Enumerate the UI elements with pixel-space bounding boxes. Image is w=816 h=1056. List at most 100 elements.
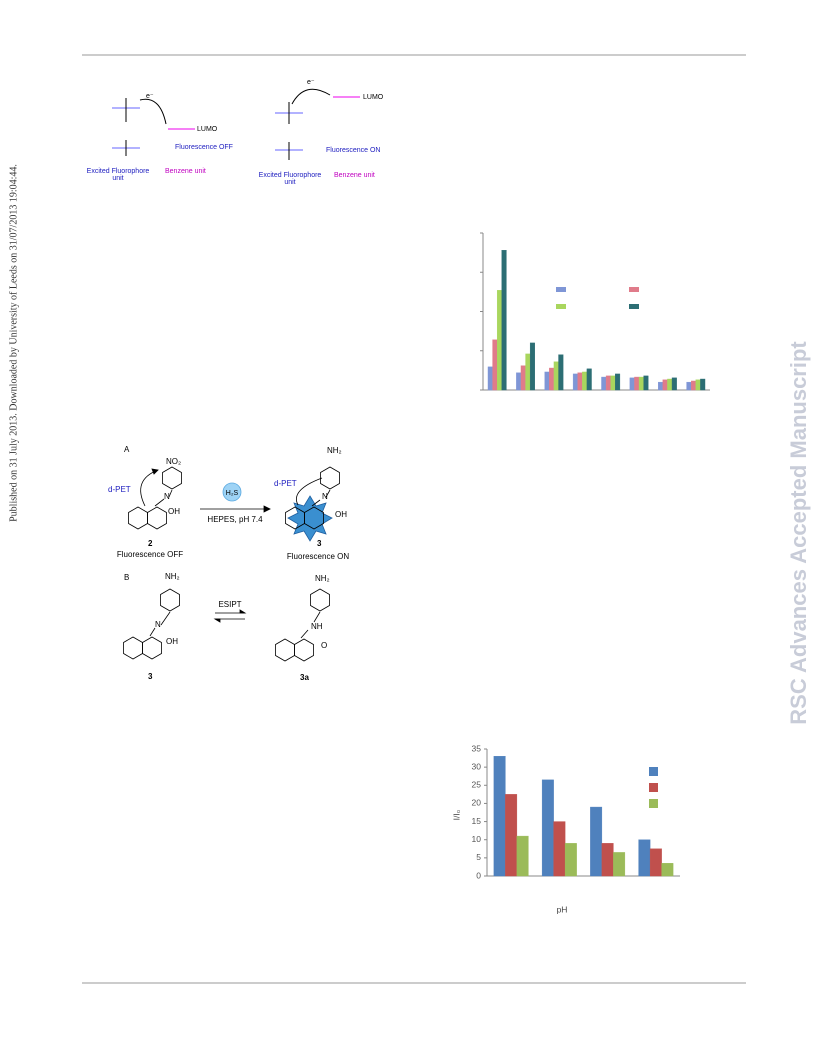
- legend-swatch: [556, 287, 566, 292]
- bar: [605, 375, 611, 391]
- ring: [320, 466, 340, 490]
- ring: [162, 466, 182, 490]
- ring: [128, 506, 148, 530]
- atom: N: [164, 492, 170, 501]
- bar: [553, 361, 559, 391]
- bar: [553, 821, 566, 877]
- group: OH: [168, 507, 180, 516]
- bar: [501, 250, 507, 391]
- fluorophore: unit: [112, 175, 123, 182]
- bar: [629, 377, 635, 391]
- bar: [572, 373, 578, 391]
- bar: [520, 365, 526, 391]
- legend-swatch: [629, 304, 639, 309]
- atom: O: [321, 641, 327, 650]
- scheme-labels: A NO₂ d-PET N OH 2 Fluorescence OFF H₂S …: [108, 445, 349, 682]
- atom: N: [322, 492, 328, 501]
- chart: 0 5 10 15 20 25 30 35 pH I/I₀: [451, 743, 680, 914]
- bar: [634, 376, 640, 391]
- bar: [649, 848, 662, 877]
- bar: [671, 377, 677, 391]
- bar: [700, 378, 706, 391]
- bar: [558, 354, 564, 391]
- state: Fluorescence ON: [287, 552, 349, 561]
- benzene: Benzene unit: [165, 168, 206, 175]
- bar: [638, 376, 644, 391]
- legend-swatch: [649, 783, 658, 792]
- y-tick-label: 35: [472, 743, 482, 753]
- panel-label: A: [124, 445, 130, 454]
- group: NH₂: [327, 446, 342, 455]
- compound-number: 3: [148, 672, 153, 681]
- group: NH: [311, 622, 323, 631]
- group: OH: [335, 510, 347, 519]
- electron: e⁻: [307, 79, 315, 86]
- bar: [505, 794, 518, 877]
- x-axis-label: pH: [557, 904, 568, 914]
- y-tick-label: 0: [476, 870, 481, 880]
- bar: [564, 843, 577, 877]
- bar: [549, 367, 555, 391]
- fluorophore: Excited Fluorophore: [259, 172, 322, 179]
- watermark: RSC Advances Accepted Manuscript: [786, 341, 811, 725]
- y-tick-label: 5: [476, 852, 481, 862]
- bar: [516, 835, 529, 877]
- y-tick-label: 15: [472, 816, 482, 826]
- bar: [643, 375, 649, 391]
- bar: [544, 371, 550, 391]
- state: Fluorescence ON: [326, 147, 380, 154]
- ring: [275, 638, 295, 662]
- panel-label: B: [124, 573, 129, 582]
- bar: [529, 342, 535, 391]
- ring: [160, 588, 180, 612]
- ring: [294, 638, 314, 662]
- chart: [480, 232, 710, 391]
- bar: [638, 839, 651, 877]
- lumo: LUMO: [197, 126, 218, 133]
- state: Fluorescence OFF: [117, 550, 183, 559]
- bar: [610, 375, 616, 391]
- state: Fluorescence OFF: [175, 144, 233, 151]
- fluorophore: Excited Fluorophore: [87, 168, 150, 175]
- process: ESIPT: [218, 600, 241, 609]
- bar: [686, 381, 692, 391]
- legend-swatch: [556, 304, 566, 309]
- bar: [493, 756, 506, 877]
- ring: [304, 506, 324, 530]
- bar: [541, 779, 554, 877]
- dpet: d-PET: [274, 479, 297, 488]
- bar: [658, 381, 664, 391]
- y-axis-label: I/I₀: [451, 809, 461, 820]
- bar: [487, 366, 493, 391]
- reagent: H₂S: [226, 490, 239, 497]
- bar: [615, 373, 621, 391]
- bar: [516, 372, 522, 391]
- bar: [590, 806, 603, 877]
- y-tick-label: 10: [472, 834, 482, 844]
- group: NH₂: [165, 572, 180, 581]
- atom: N: [155, 620, 161, 629]
- bar: [695, 379, 701, 391]
- group: NO₂: [166, 457, 181, 466]
- y-tick-label: 30: [472, 761, 482, 771]
- legend-swatch: [649, 799, 658, 808]
- legend-swatch: [629, 287, 639, 292]
- bar: [601, 843, 614, 877]
- scheme: [123, 466, 340, 662]
- ring: [310, 588, 330, 612]
- sidebar-note: Published on 31 July 2013. Downloaded by…: [8, 164, 19, 522]
- bar: [662, 379, 668, 391]
- compound-number: 3a: [300, 673, 309, 682]
- legend-swatch: [649, 767, 658, 776]
- bar: [661, 863, 674, 877]
- bar: [613, 852, 626, 877]
- conditions: HEPES, pH 7.4: [207, 515, 263, 524]
- compound-number: 3: [317, 539, 322, 548]
- y-tick-label: 25: [472, 780, 482, 790]
- group: OH: [166, 637, 178, 646]
- ring: [142, 636, 162, 660]
- group: NH₂: [315, 574, 330, 583]
- bar: [586, 368, 592, 391]
- bar: [496, 290, 502, 391]
